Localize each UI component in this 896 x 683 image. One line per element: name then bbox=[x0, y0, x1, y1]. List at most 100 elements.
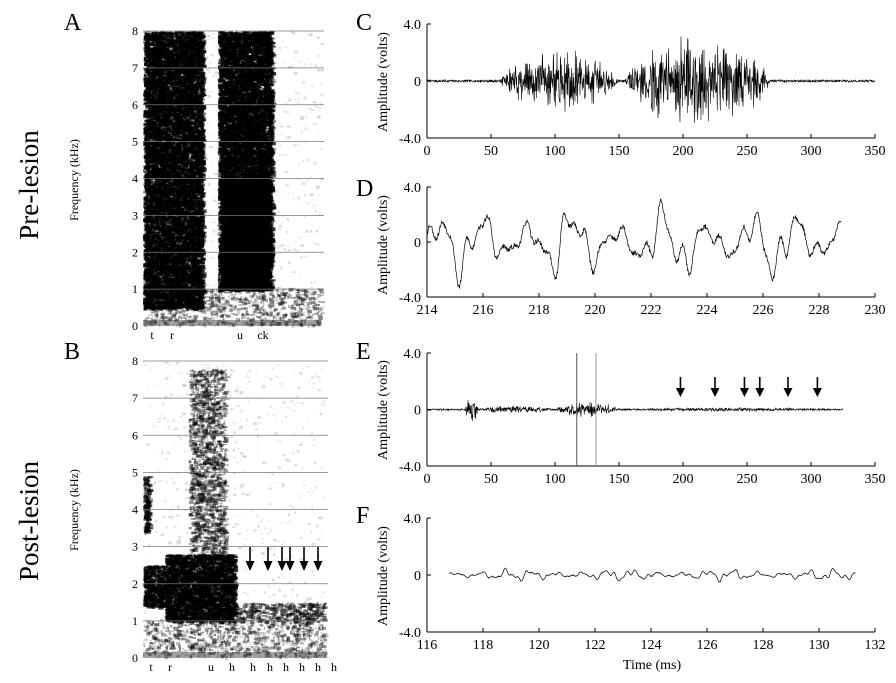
x-tick-label: 122 bbox=[585, 638, 606, 653]
x-tick-label: 230 bbox=[865, 303, 886, 318]
x-tick-label: 130 bbox=[809, 638, 830, 653]
phoneme-label: h bbox=[299, 660, 305, 674]
y-tick-label: 0 bbox=[414, 404, 421, 419]
x-tick-label: 220 bbox=[585, 303, 606, 318]
x-tick-label: 0 bbox=[424, 472, 431, 487]
arrow-marker bbox=[675, 377, 685, 397]
spectrogram-energy-a bbox=[143, 31, 325, 329]
x-tick-label: 100 bbox=[545, 144, 566, 159]
y-tick-label: 1 bbox=[132, 282, 138, 296]
arrow-marker bbox=[755, 377, 765, 397]
spectrogram-energy-b bbox=[143, 361, 329, 660]
arrow-marker bbox=[812, 377, 822, 397]
x-tick-label: 200 bbox=[673, 472, 694, 487]
waveform-trace-f bbox=[449, 567, 856, 583]
y-tick-label: 3 bbox=[132, 540, 138, 554]
phoneme-label: h bbox=[267, 660, 273, 674]
phoneme-label: h bbox=[283, 660, 289, 674]
y-tick-label: 0 bbox=[414, 75, 421, 90]
phoneme-label: h bbox=[331, 660, 337, 674]
x-tick-label: 250 bbox=[737, 472, 758, 487]
phoneme-label: h bbox=[250, 660, 256, 674]
y-tick-label: -4.0 bbox=[399, 626, 421, 641]
waveform-trace-e bbox=[427, 400, 843, 421]
x-tick-label: 226 bbox=[753, 303, 774, 318]
y-tick-label: 7 bbox=[132, 61, 138, 75]
y-tick-label: 4.0 bbox=[404, 512, 422, 527]
panel-letter-a: A bbox=[64, 10, 82, 36]
y-axis-label-d: Amplitude (volts) bbox=[376, 195, 391, 295]
y-tick-label: 4.0 bbox=[404, 347, 422, 362]
x-tick-label: 200 bbox=[673, 144, 694, 159]
waveform-panel-c: C Amplitude (volts) 0 50 100 150 200 250 300 35… bbox=[356, 10, 886, 159]
y-tick-label: -4.0 bbox=[399, 132, 421, 147]
y-tick-label: 5 bbox=[132, 465, 138, 479]
arrow-marker bbox=[285, 547, 295, 571]
y-axis-label-f: Amplitude (volts) bbox=[376, 526, 391, 626]
y-tick-label: 0 bbox=[132, 651, 138, 665]
y-tick-label: 0 bbox=[414, 236, 421, 251]
x-tick-label: 120 bbox=[529, 638, 550, 653]
x-tick-label: 214 bbox=[417, 303, 438, 318]
arrow-marker bbox=[245, 547, 255, 571]
waveform-trace-c bbox=[427, 36, 876, 124]
x-tick-label: 224 bbox=[697, 303, 718, 318]
y-tick-label: 1 bbox=[132, 614, 138, 628]
phoneme-label: ck bbox=[257, 328, 268, 342]
x-tick-label: 126 bbox=[697, 638, 718, 653]
y-tick-label: 4 bbox=[132, 503, 138, 517]
phoneme-label: u bbox=[237, 328, 243, 342]
panel-letter-f: F bbox=[356, 503, 369, 529]
x-tick-label: 300 bbox=[801, 144, 822, 159]
y-tick-label: 6 bbox=[132, 428, 138, 442]
row-label-pre: Pre-lesion bbox=[14, 130, 44, 240]
waveform-panel-d: D Amplitude (volts) 214 216 218 220 222 224 22… bbox=[356, 176, 886, 318]
y-axis-label-e: Amplitude (volts) bbox=[376, 360, 391, 460]
panel-letter-c: C bbox=[356, 10, 372, 36]
waveform-trace-d bbox=[426, 198, 842, 289]
arrow-marker bbox=[263, 547, 273, 571]
y-tick-label: 6 bbox=[132, 98, 138, 112]
x-tick-label: 150 bbox=[609, 472, 630, 487]
x-tick-label: 250 bbox=[737, 144, 758, 159]
x-tick-label: 132 bbox=[865, 638, 886, 653]
y-axis-label-b: Frequency (kHz) bbox=[67, 469, 81, 551]
panel-letter-d: D bbox=[356, 176, 373, 202]
row-label-post: Post-lesion bbox=[14, 460, 44, 581]
y-tick-label: 3 bbox=[132, 208, 138, 222]
x-tick-label: 350 bbox=[865, 472, 886, 487]
x-tick-label: 118 bbox=[473, 638, 493, 653]
y-tick-label: 4.0 bbox=[404, 181, 422, 196]
arrow-marker bbox=[783, 377, 793, 397]
y-tick-label: 0 bbox=[132, 319, 138, 333]
x-tick-label: 218 bbox=[529, 303, 550, 318]
phoneme-label: u bbox=[208, 660, 214, 674]
x-tick-label: 150 bbox=[609, 144, 630, 159]
x-tick-label: 0 bbox=[424, 144, 431, 159]
x-tick-label: 300 bbox=[801, 472, 822, 487]
y-axis-label-a: Frequency (kHz) bbox=[67, 139, 81, 221]
phoneme-label: h bbox=[315, 660, 321, 674]
arrow-marker bbox=[710, 377, 720, 397]
x-tick-label: 50 bbox=[484, 472, 498, 487]
y-tick-label: 4 bbox=[132, 172, 138, 186]
x-tick-label: 100 bbox=[545, 472, 566, 487]
arrow-marker bbox=[313, 547, 323, 571]
arrow-marker bbox=[739, 377, 749, 397]
x-tick-label: 222 bbox=[641, 303, 662, 318]
y-tick-label: -4.0 bbox=[399, 460, 421, 475]
x-tick-label: 228 bbox=[809, 303, 830, 318]
phoneme-label: t bbox=[149, 660, 153, 674]
y-tick-label: 2 bbox=[132, 577, 138, 591]
arrow-marker bbox=[299, 547, 309, 571]
x-tick-label: 216 bbox=[473, 303, 494, 318]
phoneme-label: r bbox=[168, 660, 172, 674]
phoneme-label: h bbox=[229, 660, 235, 674]
y-tick-label: 8 bbox=[132, 354, 138, 368]
y-tick-label: -4.0 bbox=[399, 291, 421, 306]
y-tick-label: 0 bbox=[414, 569, 421, 584]
panel-letter-e: E bbox=[356, 339, 371, 365]
panel-letter-b: B bbox=[64, 339, 80, 365]
